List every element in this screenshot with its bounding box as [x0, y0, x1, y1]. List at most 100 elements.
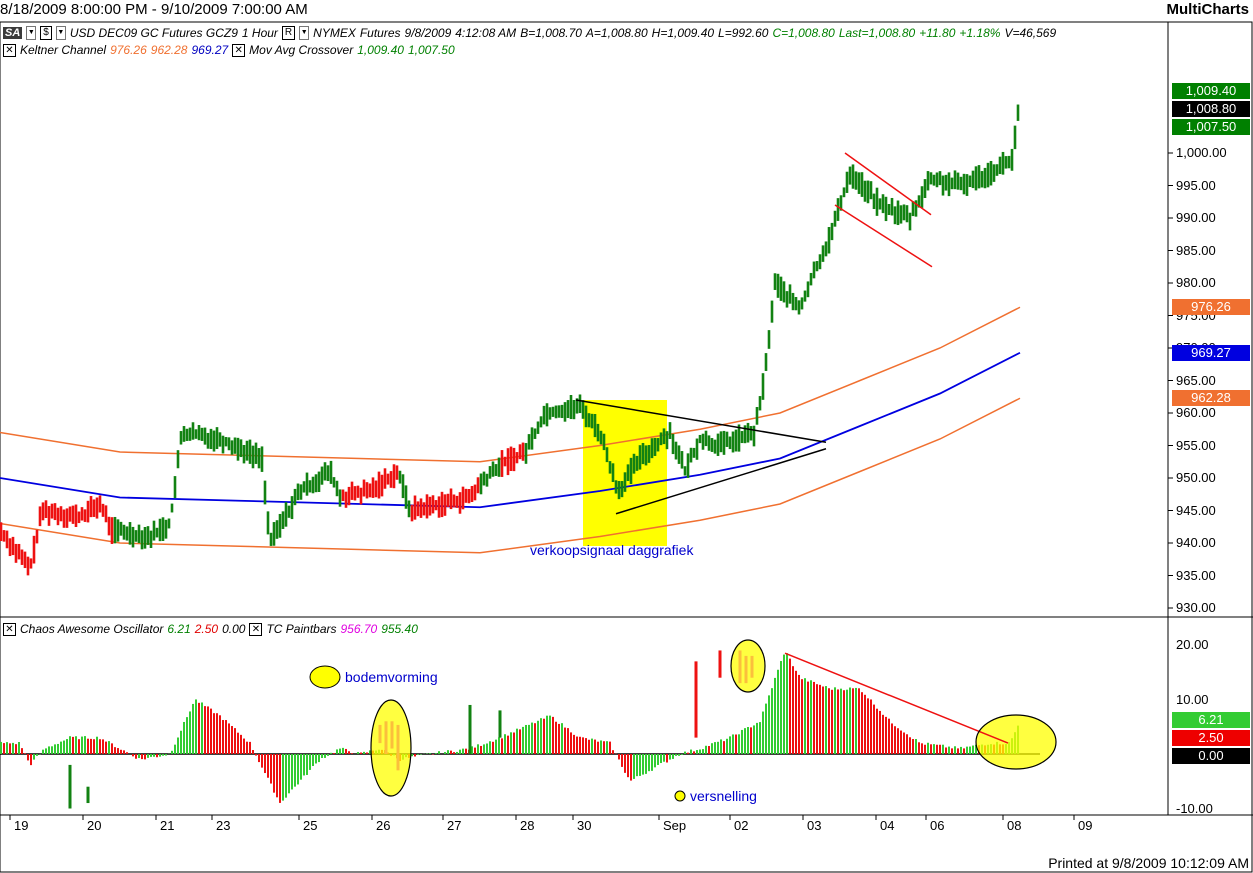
kind-label: Futures	[359, 26, 401, 40]
ao-value-1: 6.21	[167, 622, 191, 636]
keltner-label[interactable]: Keltner Channel	[20, 43, 107, 57]
last-value: Last=1,008.80	[838, 26, 916, 40]
date-tick-label: 06	[930, 818, 945, 833]
date-tick-label: 09	[1078, 818, 1093, 833]
price-tick-label: 945.00	[1176, 502, 1216, 518]
keltner-mid-value: 969.27	[191, 43, 229, 57]
peak-ellipse	[730, 639, 766, 693]
price-tick-label: 960.00	[1176, 405, 1216, 420]
app-name: MultiCharts	[1166, 1, 1250, 18]
indicator-row: ✕ Keltner Channel 976.26 962.28 969.27 ✕…	[3, 42, 455, 58]
channel-lower-line	[834, 204, 933, 268]
bodem-marker	[309, 665, 341, 689]
price-tick-label: 950.00	[1176, 470, 1216, 485]
price-tick-label: 980.00	[1176, 275, 1216, 290]
keltner-upper-line	[0, 306, 1021, 463]
close-icon[interactable]: ✕	[3, 43, 16, 57]
keltner-middle-line	[0, 351, 1021, 509]
close-value: C=1,008.80	[772, 26, 835, 40]
printed-timestamp: Printed at 9/8/2009 10:12:09 AM	[1048, 855, 1249, 871]
osc-marker: 6.21	[1172, 712, 1250, 728]
price-tick-label: 935.00	[1176, 567, 1216, 583]
osc-tick-label: 20.00	[1176, 637, 1209, 652]
date-tick-label: 19	[14, 818, 29, 833]
bottoming-annotation: bodemvorming	[345, 669, 438, 685]
price-marker: 969.27	[1172, 344, 1250, 361]
date-tick-label: 02	[734, 818, 749, 833]
keltner-upper-value: 976.26	[110, 43, 147, 57]
osc-marker: 0.00	[1172, 748, 1250, 764]
sa-button[interactable]: SA	[3, 27, 23, 39]
date-tick-label: 27	[447, 818, 462, 833]
title-bar: 8/18/2009 8:00:00 PM - 9/10/2009 7:00:00…	[0, 0, 1253, 22]
volume-value: V=46,569	[1004, 26, 1057, 40]
paintbars-value-2: 955.40	[381, 622, 418, 636]
close-icon[interactable]: ✕	[249, 622, 263, 636]
end-ellipse	[975, 714, 1057, 770]
exchange-label: NYMEX	[313, 26, 356, 40]
low-value: L=992.60	[718, 26, 769, 40]
date-tick-label: 25	[303, 818, 318, 833]
change-pct-value: +1.18%	[959, 26, 1001, 40]
instrument-row: SA ▼ $ ▼ USD DEC09 GC Futures GCZ9 1 Hour …	[3, 25, 1056, 41]
chart-frame	[0, 21, 1253, 873]
price-tick-label: 1,000.00	[1176, 145, 1227, 160]
channel-upper-line	[844, 152, 932, 216]
paintbars-value-1: 956.70	[340, 622, 378, 636]
price-marker: 1,009.40	[1172, 83, 1250, 99]
ao-value-2: 2.50	[194, 622, 219, 636]
date-tick-label: 21	[160, 818, 175, 833]
keltner-lower-line	[0, 397, 1021, 554]
oscillator-row: ✕ Chaos Awesome Oscillator 6.21 2.50 0.0…	[3, 621, 418, 637]
quote-date: 9/8/2009	[404, 26, 452, 40]
triangle-lower-line	[615, 448, 827, 515]
highlight-ellipse-fill	[731, 640, 765, 692]
mov-avg-label[interactable]: Mov Avg Crossover	[249, 43, 354, 57]
symbol-label: USD DEC09 GC Futures GCZ9	[69, 26, 238, 40]
price-tick-label: 930.00	[1176, 600, 1216, 615]
r-button[interactable]: R	[281, 26, 296, 40]
date-tick-label: 26	[376, 818, 391, 833]
date-range: 8/18/2009 8:00:00 PM - 9/10/2009 7:00:00…	[0, 1, 308, 18]
date-tick-label: 23	[216, 818, 231, 833]
chevron-down-icon[interactable]: ▼	[26, 26, 37, 40]
price-tick-label: 955.00	[1176, 437, 1216, 453]
ao-value-3: 0.00	[222, 622, 246, 636]
close-icon[interactable]: ✕	[3, 622, 16, 636]
price-tick-label: 965.00	[1176, 372, 1216, 388]
change-value: +11.80	[919, 26, 956, 40]
date-tick-label: 20	[87, 818, 102, 833]
osc-tick-label: -10.00	[1176, 800, 1213, 816]
highlight-ellipse-fill	[976, 715, 1056, 769]
price-marker: 1,007.50	[1172, 119, 1250, 135]
date-tick-label: 28	[520, 818, 535, 833]
date-tick-label: 04	[880, 818, 895, 833]
chevron-down-icon[interactable]: ▼	[299, 26, 310, 40]
mov-avg-value-2: 1,007.50	[407, 43, 455, 57]
sell-signal-annotation: verkoopsignaal daggrafiek	[530, 542, 694, 558]
date-tick-label: 08	[1007, 818, 1022, 833]
osc-marker: 2.50	[1172, 730, 1250, 746]
date-tick-label: 03	[807, 818, 822, 833]
price-tick-label: 985.00	[1176, 242, 1216, 258]
paintbars-label[interactable]: TC Paintbars	[266, 622, 337, 636]
bottoming-ellipse	[370, 699, 412, 797]
highlight-ellipse-fill	[371, 700, 411, 796]
ao-label[interactable]: Chaos Awesome Oscillator	[20, 622, 164, 636]
osc-tick-label: 10.00	[1176, 691, 1209, 707]
close-icon[interactable]: ✕	[232, 43, 246, 57]
versnelling-marker	[674, 790, 686, 802]
price-marker: 976.26	[1172, 299, 1250, 316]
price-tick-label: 940.00	[1176, 535, 1216, 550]
chevron-down-icon[interactable]: ▼	[55, 26, 66, 40]
date-tick-label: Sep	[663, 818, 687, 833]
dollar-button[interactable]: $	[40, 26, 52, 40]
mov-avg-value-1: 1,009.40	[357, 43, 404, 57]
price-marker: 1,008.80	[1172, 101, 1250, 117]
date-tick-label: 30	[577, 818, 592, 833]
interval-label: 1 Hour	[241, 26, 278, 40]
price-marker: 962.28	[1172, 390, 1250, 407]
price-tick-label: 995.00	[1176, 177, 1216, 193]
acceleration-annotation: versnelling	[690, 788, 757, 804]
